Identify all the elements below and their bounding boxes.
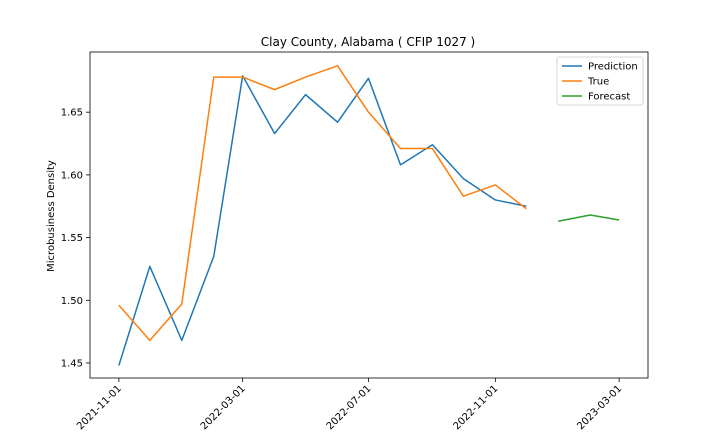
legend-box — [556, 56, 644, 106]
x-axis: 2021-11-01 2022-03-01 2022-07-01 2022-11-01… — [75, 378, 624, 432]
series-layer — [118, 65, 620, 366]
plot-area-frame — [89, 51, 649, 379]
y-tick-label-2: 1.55 — [61, 233, 83, 244]
y-tick-label-1: 1.50 — [61, 296, 83, 307]
legend-label-2: Forecast — [588, 92, 630, 103]
chart-title: Clay County, Alabama ( CFIP 1027 ) — [261, 35, 475, 49]
y-axis-title: Microbusiness Density — [46, 160, 57, 272]
y-tick-label-3: 1.60 — [61, 170, 83, 181]
x-tick-label-4: 2023-03-01 — [575, 383, 624, 432]
series-line-2 — [558, 214, 620, 223]
y-axis: 1.45 1.50 1.55 1.60 1.65 — [61, 108, 90, 369]
x-tick-label-3: 2022-11-01 — [452, 383, 501, 432]
series-line-0 — [118, 75, 527, 366]
series-line-1 — [118, 65, 527, 342]
y-tick-label-0: 1.45 — [61, 358, 83, 369]
legend-label-0: Prediction — [588, 62, 638, 73]
x-tick-label-1: 2022-03-01 — [199, 383, 248, 432]
y-tick-label-4: 1.65 — [61, 108, 83, 119]
legend: Prediction True Forecast — [556, 56, 644, 106]
x-tick-label-2: 2022-07-01 — [325, 383, 374, 432]
x-tick-label-0: 2021-11-01 — [75, 383, 124, 432]
legend-label-1: True — [587, 77, 609, 88]
